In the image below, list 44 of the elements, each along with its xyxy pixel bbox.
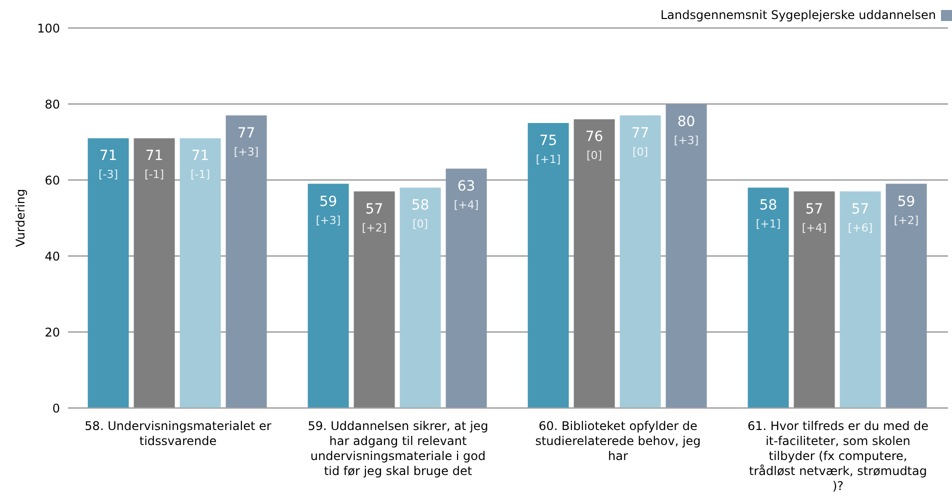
data-label: 80 [+3] <box>674 114 699 147</box>
data-label: 59 [+2] <box>894 194 919 227</box>
y-tick-label: 100 <box>37 21 60 36</box>
bar <box>794 191 835 408</box>
data-label: 58 [0] <box>411 198 430 231</box>
data-label: 76 [0] <box>585 129 604 162</box>
x-tick-label: 59. Uddannelsen sikrer, at jeg har adgang til relevant undervisningsmateriale i god tid før jeg skal bruge det <box>308 419 488 478</box>
bar <box>666 104 707 408</box>
data-label: 71 [-3] <box>98 148 118 182</box>
y-axis-title: Vurdering <box>13 188 28 248</box>
data-label: 77 [+3] <box>234 125 259 158</box>
y-tick-label: 40 <box>44 249 60 264</box>
x-tick-label: 60. Biblioteket opfylder de studierelaterede behov, jeg har <box>535 419 701 463</box>
x-tick-label: 61. Hvor tilfreds er du med de it-faciliteter, som skolen tilbyder (fx computere, trådløst netværk, strømudtag )? <box>747 419 929 493</box>
bar <box>400 188 441 408</box>
bar <box>308 184 349 408</box>
bar <box>446 168 487 408</box>
bar <box>886 184 927 408</box>
data-label: 75 [+1] <box>536 133 561 166</box>
data-label: 71 [-1] <box>144 148 164 182</box>
bar <box>840 191 881 408</box>
bar <box>354 191 395 408</box>
data-label: 58 [+1] <box>756 198 781 231</box>
data-label: 57 [+2] <box>362 201 387 234</box>
y-tick-label: 80 <box>44 97 60 112</box>
data-label: 71 [-1] <box>190 148 210 182</box>
y-tick-label: 20 <box>44 325 60 340</box>
y-tick-label: 0 <box>52 401 60 416</box>
y-tick-label: 60 <box>44 173 60 188</box>
bar <box>226 115 267 408</box>
bar <box>528 123 569 408</box>
data-label: 59 [+3] <box>316 194 341 227</box>
legend-label: Landsgennemsnit Sygeplejerske uddannelsen <box>660 8 936 22</box>
data-label: 77 [0] <box>631 125 650 158</box>
data-label: 57 [+6] <box>848 201 873 234</box>
data-label: 63 [+4] <box>454 178 479 212</box>
x-tick-label: 58. Undervisningsmaterialet er tidssvarende <box>84 419 272 448</box>
bar <box>88 138 129 408</box>
data-label: 57 [+4] <box>802 201 827 234</box>
bar <box>620 115 661 408</box>
bar <box>748 188 789 408</box>
bar <box>574 119 615 408</box>
bar <box>180 138 221 408</box>
bar <box>134 138 175 408</box>
